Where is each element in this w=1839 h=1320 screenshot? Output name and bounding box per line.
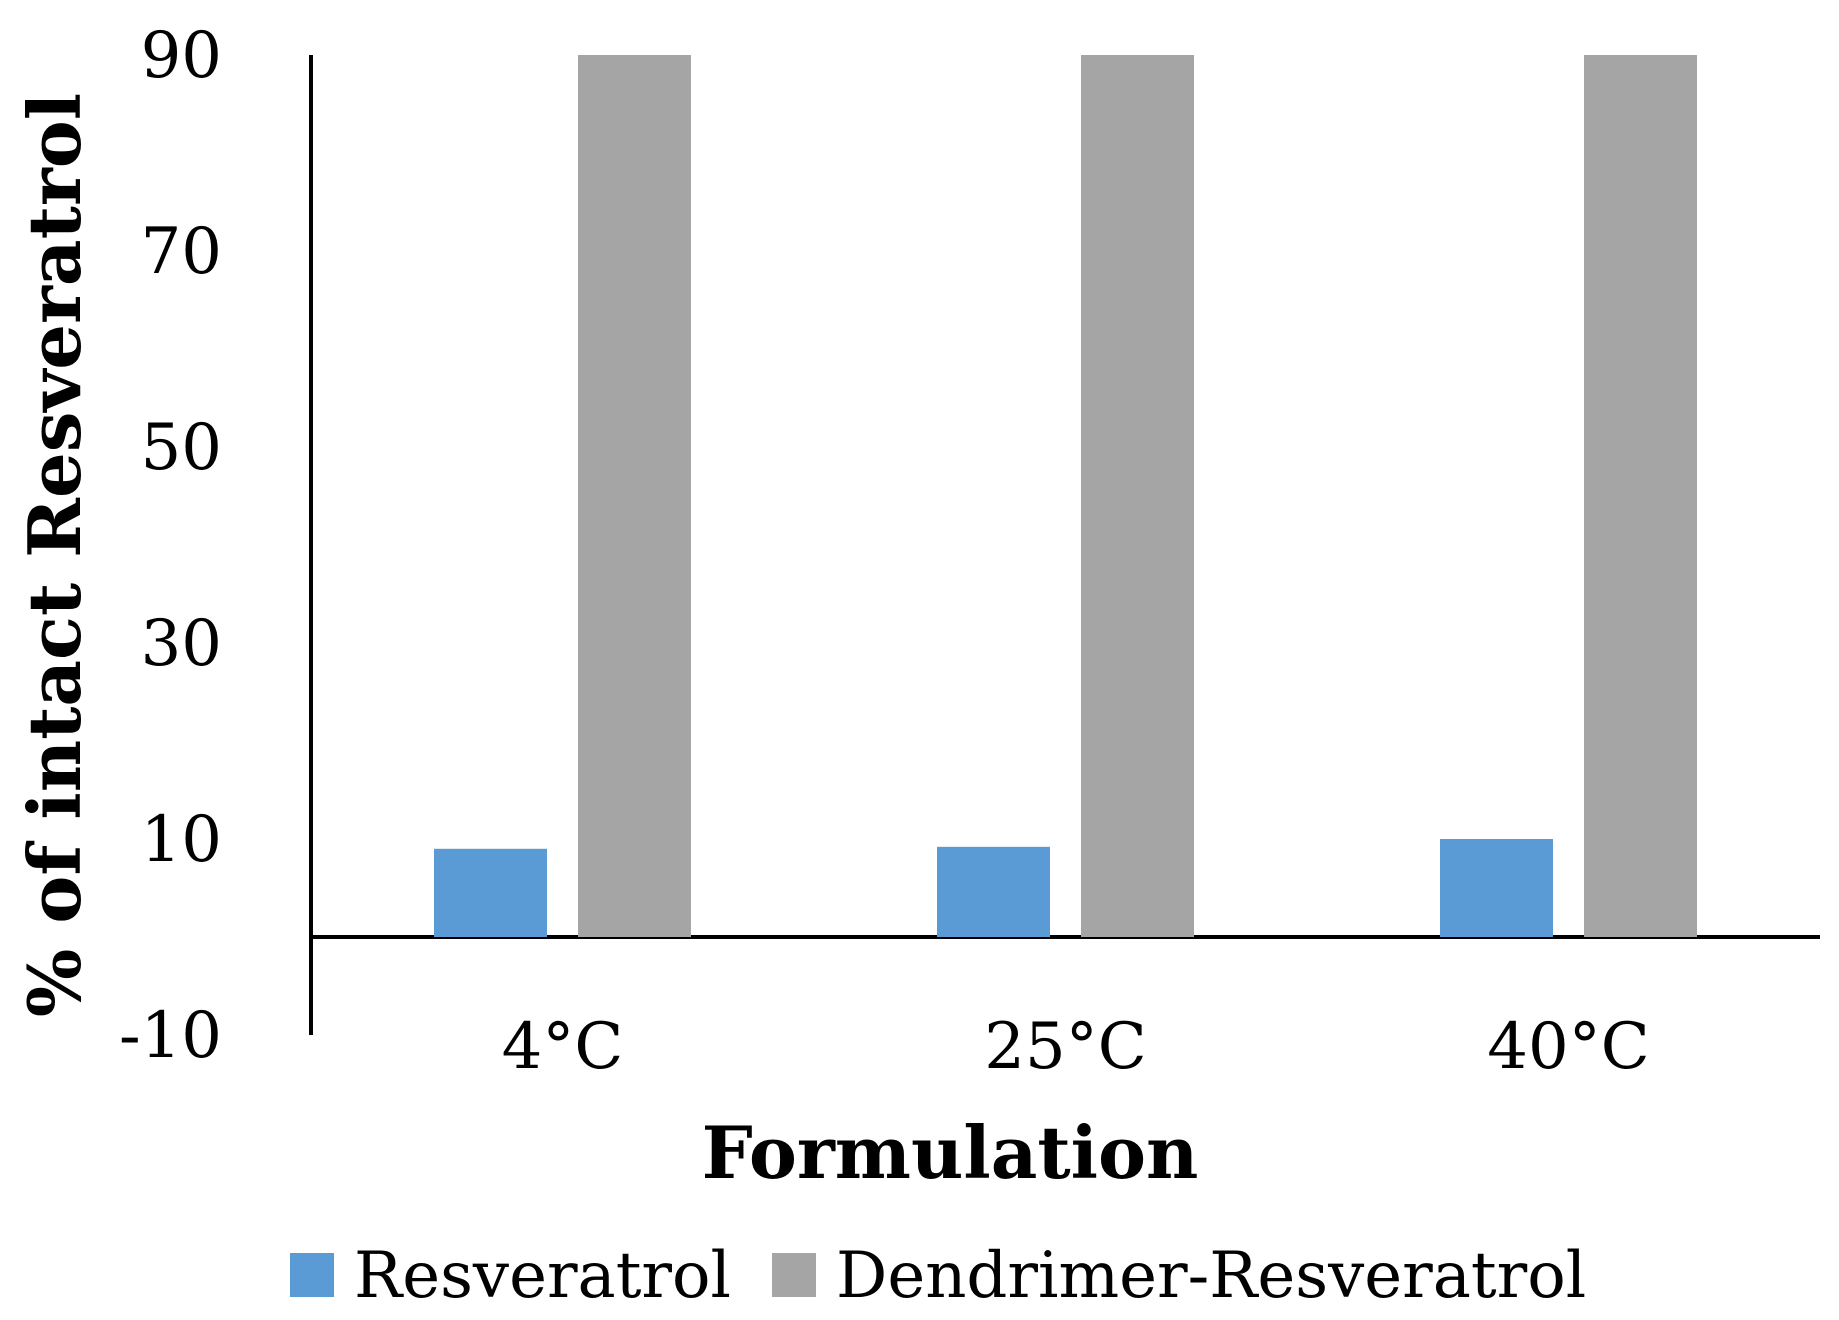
y-tick-label: 10 [141,803,222,877]
bar-resveratrol-1 [434,848,547,937]
x-tick-label: 4°C [502,1010,624,1084]
y-tick-label: 30 [141,607,222,681]
bar-dendrimer-resveratrol-2 [1081,55,1194,937]
bar-dendrimer-resveratrol-1 [578,55,691,937]
x-axis-title: Formulation [702,1110,1199,1195]
y-tick-label: 90 [141,19,222,93]
x-tick-label: 25°C [984,1010,1146,1084]
y-tick-labels: 90 70 50 30 10 -10 [119,19,222,1073]
bar-resveratrol-3 [1440,839,1553,937]
legend-swatch-dendrimer-resveratrol [772,1253,816,1297]
y-tick-label: -10 [119,999,222,1073]
x-tick-label: 40°C [1487,1010,1649,1084]
bar-resveratrol-2 [937,846,1050,937]
bars-group [434,55,1697,937]
y-axis-title: % of intact Resveratrol [12,93,97,1017]
y-tick-label: 50 [141,411,222,485]
legend-label-dendrimer-resveratrol: Dendrimer-Resveratrol [836,1239,1586,1313]
x-tick-labels: 4°C 25°C 40°C [502,1010,1650,1084]
legend-label-resveratrol: Resveratrol [354,1239,731,1313]
y-tick-label: 70 [141,215,222,289]
legend-swatch-resveratrol [290,1253,334,1297]
bar-dendrimer-resveratrol-3 [1584,55,1697,937]
legend: Resveratrol Dendrimer-Resveratrol [290,1239,1586,1313]
